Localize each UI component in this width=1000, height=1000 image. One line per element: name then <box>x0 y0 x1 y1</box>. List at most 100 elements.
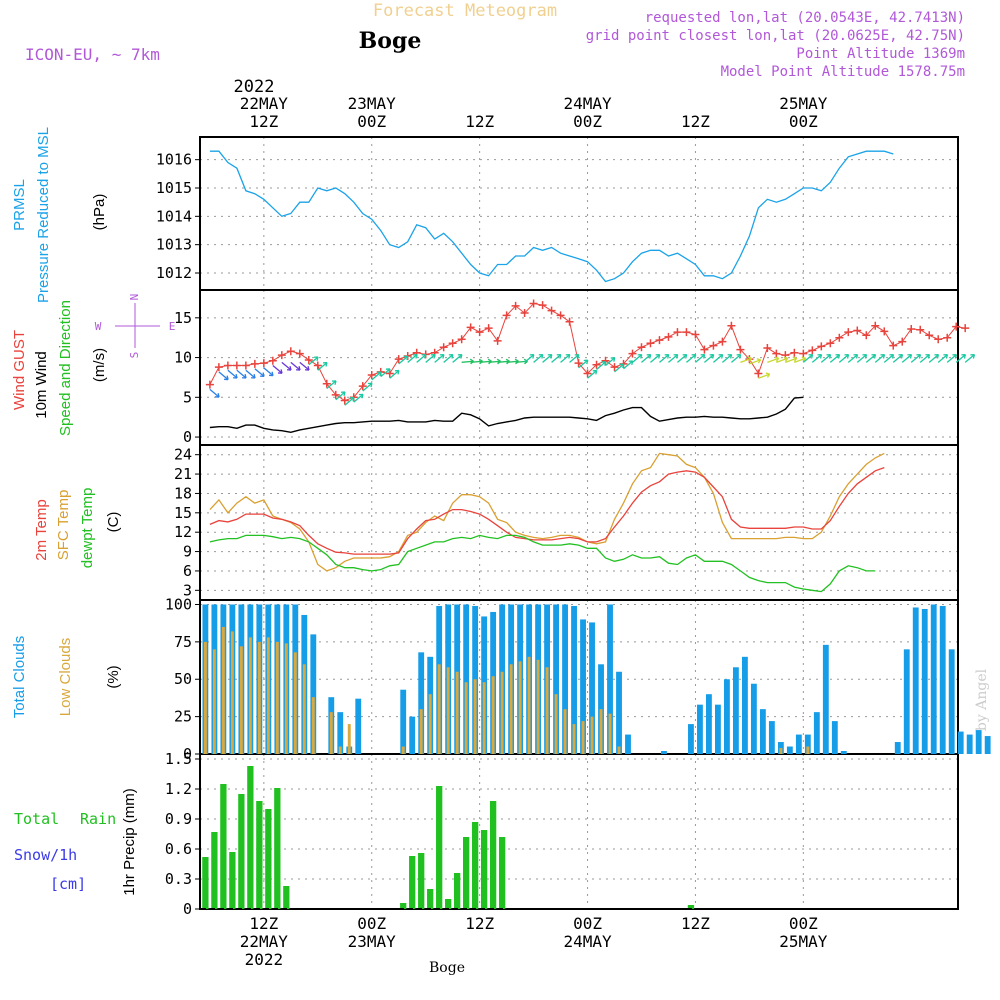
total-cloud-bar <box>553 604 559 754</box>
bottom-time-label: 12Z <box>465 914 494 933</box>
gust-marker <box>520 309 529 318</box>
panel-frame <box>199 753 959 910</box>
y-tick-label: 15 <box>174 504 192 522</box>
wind-arrow <box>353 393 364 403</box>
wind-arrow-head <box>756 358 762 364</box>
pressure-line <box>209 150 894 283</box>
wind-arrow-head <box>718 353 724 359</box>
wind-arrow-head <box>538 353 544 359</box>
total-cloud-bar <box>310 634 317 754</box>
temp-2m-line <box>209 466 885 555</box>
gust-marker <box>853 326 862 335</box>
total-cloud-bar <box>589 622 595 754</box>
wind-arrow <box>254 368 265 377</box>
wind-arrow-head <box>682 353 688 359</box>
gust-marker <box>367 371 376 380</box>
low-cloud-bar <box>554 694 558 754</box>
gust-marker <box>682 328 691 337</box>
top-time-label: 23MAY <box>348 94 397 113</box>
grid-point-coords: grid point closest lon,lat (20.0625E, 42… <box>586 28 965 44</box>
total-cloud-bar <box>741 656 748 754</box>
total-cloud-bar <box>607 604 613 754</box>
wind-arrow-head <box>215 393 220 398</box>
rain-bar <box>498 837 506 909</box>
wind-arrow-head <box>709 353 715 359</box>
y-tick-label: 50 <box>174 670 192 688</box>
wind-arrow <box>829 354 840 363</box>
total-cloud-bar <box>966 734 973 754</box>
wind-arrow <box>578 359 589 369</box>
gust-marker <box>340 396 349 405</box>
total-cloud-bar <box>768 721 775 754</box>
total-cloud-bar <box>418 652 425 754</box>
wind-arrow <box>721 354 733 363</box>
wind-arrow-head <box>358 393 364 399</box>
y-tick-label: 24 <box>174 446 192 464</box>
y-tick-label: 1012 <box>156 264 192 282</box>
gust-marker <box>466 323 475 332</box>
wind-arrow <box>470 360 483 363</box>
wind-arrow <box>632 354 643 363</box>
gust-marker <box>241 361 250 370</box>
wind-arrow <box>596 361 607 370</box>
low-cloud-bar <box>203 641 207 754</box>
wind-arrow <box>928 354 939 363</box>
footer-location: Boge <box>429 960 465 976</box>
gust-marker <box>889 341 898 350</box>
low-cloud-bar <box>806 746 810 754</box>
rain-bar <box>418 853 425 909</box>
y-tick-label: 9 <box>183 543 192 561</box>
low-cloud-bar <box>212 649 216 754</box>
low-cloud-bar <box>581 721 585 754</box>
total-cloud-bar <box>661 751 667 754</box>
y-tick-label: 6 <box>183 562 192 580</box>
compass-n: N <box>128 294 141 301</box>
wind10m-label: 10m Wind <box>33 351 50 419</box>
low-cloud-bar <box>248 637 252 754</box>
wind-arrow-head <box>547 353 553 359</box>
panel-frame <box>199 444 959 601</box>
gust-marker <box>637 343 646 352</box>
wind-arrow <box>847 354 858 363</box>
wind-arrow <box>910 354 921 363</box>
low-cloud-bar <box>266 637 270 754</box>
low-cloud-bar <box>482 682 486 754</box>
y-tick-label: 25 <box>174 708 192 726</box>
wind-arrow-head <box>862 353 868 359</box>
requested-coords: requested lon,lat (20.0543E, 42.7413N) <box>645 10 965 26</box>
y-tick-label: 100 <box>165 595 192 613</box>
wind-arrow <box>569 354 580 363</box>
wind-arrow <box>659 354 670 363</box>
total-cloud-bar <box>616 671 622 754</box>
gust-marker <box>277 351 286 360</box>
gust-marker <box>790 348 799 357</box>
gust-marker <box>286 347 295 356</box>
wind-arrow <box>650 354 661 363</box>
wind-arrow-head <box>835 353 841 359</box>
wind-arrow-head <box>736 353 742 359</box>
wind-arrow <box>488 360 501 363</box>
wind-arrow-head <box>565 353 571 359</box>
low-cloud-bar <box>401 746 405 754</box>
low-clouds-label: Low Clouds <box>57 638 74 716</box>
total-cloud-bar <box>939 605 946 754</box>
gust-marker <box>709 341 718 350</box>
wind-arrow <box>533 354 544 363</box>
wind-arrow <box>389 370 400 379</box>
wind-arrow <box>362 382 373 392</box>
wind-arrow <box>272 365 283 374</box>
wind-arrow-head <box>853 353 859 359</box>
wind-arrow <box>820 354 831 363</box>
gust-marker <box>727 321 736 330</box>
wind-arrow-head <box>529 353 535 359</box>
y-tick-label: 1.2 <box>165 780 192 798</box>
wind-arrow <box>730 354 742 363</box>
gust-marker <box>916 325 925 334</box>
gust-marker <box>448 339 457 348</box>
wind-arrow-head <box>556 353 562 359</box>
compass-s: S <box>128 352 141 359</box>
precip-unit-label: 1hr Precip (mm) <box>121 788 138 896</box>
gust-marker <box>772 349 781 358</box>
wind-arrow-head <box>574 353 580 359</box>
wind-arrow <box>641 354 652 363</box>
